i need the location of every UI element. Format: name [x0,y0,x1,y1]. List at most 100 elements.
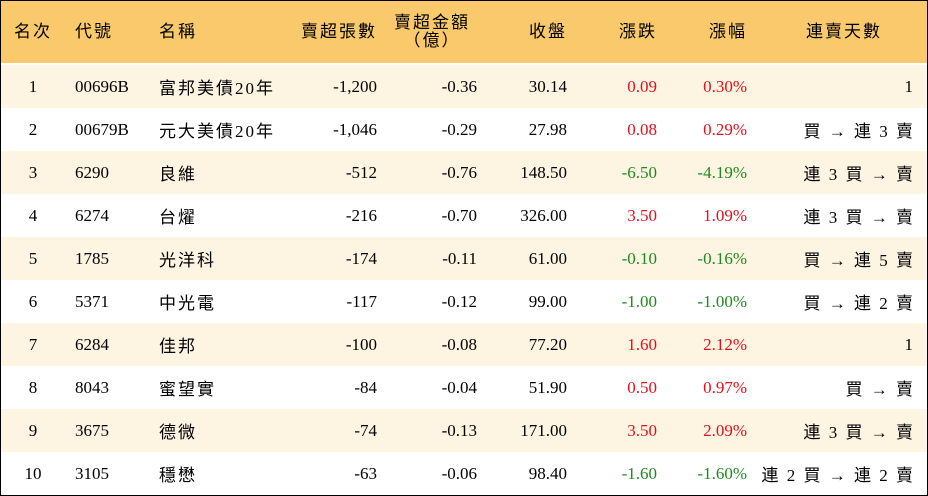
table-cell: 00696B [75,76,129,96]
table-cell: -0.76 [441,162,477,182]
table-cell: 穩懋 [159,466,197,485]
table-cell: 99.00 [528,291,567,311]
header-cell: 收盤 [481,1,567,63]
table-cell: 61.00 [528,248,567,268]
table-row: 1 00696B 富邦美債20年 -1,200 -0.36 30.14 0.09 0.30% 1 [1,65,927,108]
table-cell: 1 [28,76,38,96]
header-cell: 代號 [75,1,155,63]
table-cell: -0.29 [441,119,477,139]
table-row: 7 6284 佳邦 -100 -0.08 77.20 1.60 2.12% 1 [1,323,927,366]
table-row: 5 1785 光洋科 -174 -0.11 61.00 -0.10 -0.16% 買 → 連 5… [1,237,927,280]
table-cell: 6290 [75,162,109,182]
header-text: （億） [403,31,461,50]
table-cell: -1,046 [333,119,377,139]
header-text: 名次 [14,22,52,41]
table-cell: 連 3 買 → 賣 [803,423,915,442]
table-cell: 148.50 [520,162,567,182]
header-cell: 連賣天數 [761,1,927,63]
table-cell: 蜜望實 [159,380,216,399]
table-cell: 富邦美債20年 [159,79,275,98]
header-text: 代號 [75,22,113,41]
table-cell: -0.10 [621,248,657,268]
table-cell: -0.04 [441,377,477,397]
table-row: 4 6274 台燿 -216 -0.70 326.00 3.50 1.09% 連 3 買 → 賣 [1,194,927,237]
table-cell: 77.20 [528,334,567,354]
table-cell: -84 [354,377,377,397]
header-text: 賣超金額 [394,13,470,32]
table-cell: 5371 [75,291,109,311]
table-cell: 5 [28,248,38,268]
table-cell: 買 → 連 2 賣 [803,294,915,313]
table-cell: 27.98 [528,119,567,139]
header-text: 收盤 [529,22,567,41]
table-cell: 買 → 賣 [845,380,915,399]
header-cell: 名稱 [159,1,289,63]
table-cell: 6274 [75,205,109,225]
table-cell: -0.06 [441,463,477,483]
table-cell: 2 [28,119,38,139]
table-row: 6 5371 中光電 -117 -0.12 99.00 -1.00 -1.00% 買 → 連 2… [1,280,927,323]
header-row: 名次 代號 名稱 賣超張數 賣超金額 （億） 收盤 漲跌 漲幅 連賣天數 [1,1,927,63]
table-cell: 4 [28,205,38,225]
table-cell: -0.11 [442,248,477,268]
table-cell: 3105 [75,463,109,483]
header-cell: 漲幅 [661,1,747,63]
table-cell: -1.60% [697,463,747,483]
table-cell: -512 [345,162,377,182]
table-cell: 連 3 買 → 賣 [803,165,915,184]
table-cell: 德微 [159,423,197,442]
table-cell: -1.60 [621,463,657,483]
table-cell: 00679B [75,119,129,139]
table-cell: -1.00% [697,291,747,311]
table-cell: 3 [28,162,38,182]
table-cell: -4.19% [697,162,747,182]
table-row: 3 6290 良維 -512 -0.76 148.50 -6.50 -4.19% 連 3 買 →… [1,151,927,194]
table-cell: 佳邦 [159,337,197,356]
table-cell: 3.50 [627,420,657,440]
table-cell: 良維 [159,165,197,184]
table-cell: -100 [345,334,377,354]
table-cell: 台燿 [159,208,197,227]
table-cell: -117 [346,291,377,311]
table-cell: 1 [904,334,915,354]
table-cell: -0.08 [441,334,477,354]
table-cell: 8 [28,377,38,397]
table-cell: -0.70 [441,205,477,225]
table-cell: 0.08 [627,119,657,139]
table-cell: -63 [354,463,377,483]
table-cell: 10 [24,463,42,483]
table-cell: 0.50 [627,377,657,397]
table-cell: -216 [345,205,377,225]
table-cell: 1.09% [703,205,747,225]
table-cell: 0.09 [627,76,657,96]
table-cell: 連 3 買 → 賣 [803,208,915,227]
table-cell: -0.13 [441,420,477,440]
table-cell: 98.40 [528,463,567,483]
header-cell: 名次 [13,1,53,63]
table-cell: 買 → 連 5 賣 [803,251,915,270]
table-cell: 2.12% [703,334,747,354]
header-cell: 賣超張數 [291,1,377,63]
table-cell: -0.16% [697,248,747,268]
header-text: 名稱 [159,22,197,41]
table-cell: -174 [345,248,377,268]
table-cell: 9 [28,420,38,440]
table-cell: 元大美債20年 [159,122,275,141]
table-cell: 3675 [75,420,109,440]
header-cell: 漲跌 [571,1,657,63]
table-row: 2 00679B 元大美債20年 -1,046 -0.29 27.98 0.08 0.29% 買… [1,108,927,151]
table-cell: 6 [28,291,38,311]
header-text: 連賣天數 [806,22,882,41]
table-cell: -6.50 [621,162,657,182]
table-cell: -0.36 [441,76,477,96]
header-text: 賣超張數 [301,22,377,41]
table-cell: 光洋科 [159,251,216,270]
table-cell: 51.90 [528,377,567,397]
table-cell: 1.60 [627,334,657,354]
table-cell: 1 [904,76,915,96]
table-cell: 連 2 買 → 連 2 賣 [761,466,915,485]
table-cell: 中光電 [159,294,216,313]
header-text: 漲幅 [709,22,747,41]
table-cell: 1785 [75,248,109,268]
